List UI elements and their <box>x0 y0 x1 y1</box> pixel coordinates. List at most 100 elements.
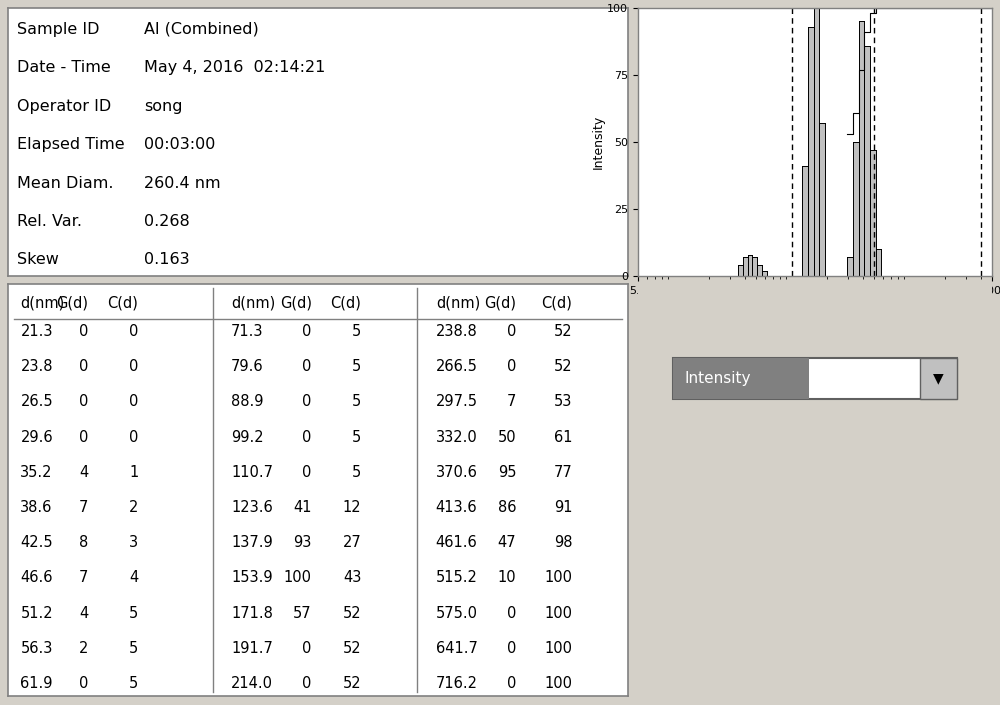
Text: 23.8: 23.8 <box>20 359 53 374</box>
Text: 0: 0 <box>79 359 89 374</box>
Text: 100: 100 <box>544 676 572 691</box>
Text: 171.8: 171.8 <box>231 606 273 620</box>
Text: 3: 3 <box>129 535 138 550</box>
Text: Mean Diam.: Mean Diam. <box>17 176 114 190</box>
Text: 238.8: 238.8 <box>436 324 478 339</box>
Text: 100: 100 <box>544 606 572 620</box>
Text: 27: 27 <box>343 535 361 550</box>
Text: 191.7: 191.7 <box>231 641 273 656</box>
Text: 2: 2 <box>79 641 89 656</box>
Text: 43: 43 <box>343 570 361 585</box>
Text: 0: 0 <box>507 359 516 374</box>
Text: 0: 0 <box>302 324 312 339</box>
Text: 77: 77 <box>553 465 572 480</box>
Y-axis label: Intensity: Intensity <box>592 115 604 169</box>
Text: 47: 47 <box>498 535 516 550</box>
Text: Al (Combined): Al (Combined) <box>144 22 259 37</box>
Text: G(d): G(d) <box>57 295 89 310</box>
Text: 4: 4 <box>129 570 138 585</box>
Text: 7: 7 <box>507 394 516 410</box>
Text: Intensity: Intensity <box>684 372 751 386</box>
Text: 52: 52 <box>554 324 572 339</box>
Text: 2: 2 <box>129 500 138 515</box>
Text: d(nm): d(nm) <box>231 295 275 310</box>
Text: G(d): G(d) <box>484 295 516 310</box>
Text: 53: 53 <box>554 394 572 410</box>
Text: Operator ID: Operator ID <box>17 99 112 114</box>
Text: 93: 93 <box>293 535 312 550</box>
Text: 0: 0 <box>129 324 138 339</box>
Text: d(nm): d(nm) <box>436 295 480 310</box>
Text: 0: 0 <box>507 324 516 339</box>
Text: Date - Time: Date - Time <box>17 61 111 75</box>
Text: 100: 100 <box>284 570 312 585</box>
Text: song: song <box>144 99 183 114</box>
Text: 88.9: 88.9 <box>231 394 264 410</box>
Text: 7: 7 <box>79 570 89 585</box>
Text: 91: 91 <box>554 500 572 515</box>
Text: 5: 5 <box>352 359 361 374</box>
Text: 100: 100 <box>544 641 572 656</box>
Text: 137.9: 137.9 <box>231 535 273 550</box>
Text: 716.2: 716.2 <box>436 676 478 691</box>
Text: 5: 5 <box>129 606 138 620</box>
Text: 0: 0 <box>302 394 312 410</box>
Text: Skew: Skew <box>17 252 59 267</box>
Text: 0: 0 <box>302 641 312 656</box>
Text: 0: 0 <box>302 429 312 445</box>
Text: 5: 5 <box>352 324 361 339</box>
Text: Sample ID: Sample ID <box>17 22 100 37</box>
Text: Rel. Var.: Rel. Var. <box>17 214 82 229</box>
Text: 21.3: 21.3 <box>20 324 53 339</box>
Text: 0: 0 <box>507 606 516 620</box>
Text: 461.6: 461.6 <box>436 535 478 550</box>
Text: 153.9: 153.9 <box>231 570 273 585</box>
Text: 52: 52 <box>343 606 361 620</box>
Text: 61: 61 <box>554 429 572 445</box>
Text: 0: 0 <box>507 641 516 656</box>
Text: 35.2: 35.2 <box>20 465 53 480</box>
Bar <box>673 358 809 399</box>
X-axis label: Diameter (nm): Diameter (nm) <box>769 298 861 312</box>
Text: C(d): C(d) <box>541 295 572 310</box>
Text: 5: 5 <box>352 465 361 480</box>
Text: 79.6: 79.6 <box>231 359 264 374</box>
Text: 0: 0 <box>302 676 312 691</box>
Text: 12: 12 <box>343 500 361 515</box>
Text: 00:03:00: 00:03:00 <box>144 137 216 152</box>
Text: 1: 1 <box>129 465 138 480</box>
Text: 52: 52 <box>343 676 361 691</box>
Text: 0: 0 <box>79 394 89 410</box>
Text: 0: 0 <box>302 359 312 374</box>
Text: 0: 0 <box>79 429 89 445</box>
Text: 10: 10 <box>498 570 516 585</box>
Text: 413.6: 413.6 <box>436 500 477 515</box>
Text: 52: 52 <box>343 641 361 656</box>
Text: 61.9: 61.9 <box>20 676 53 691</box>
Text: 98: 98 <box>554 535 572 550</box>
Text: 57: 57 <box>293 606 312 620</box>
Text: 52: 52 <box>554 359 572 374</box>
Text: 86: 86 <box>498 500 516 515</box>
Text: 4: 4 <box>79 606 89 620</box>
Text: ▼: ▼ <box>933 372 944 386</box>
Text: 56.3: 56.3 <box>20 641 53 656</box>
Text: 515.2: 515.2 <box>436 570 478 585</box>
Text: 0: 0 <box>129 429 138 445</box>
Text: 0.163: 0.163 <box>144 252 190 267</box>
Text: 71.3: 71.3 <box>231 324 264 339</box>
Text: 575.0: 575.0 <box>436 606 478 620</box>
Text: 99.2: 99.2 <box>231 429 264 445</box>
Text: 46.6: 46.6 <box>20 570 53 585</box>
Text: 110.7: 110.7 <box>231 465 273 480</box>
Text: C(d): C(d) <box>331 295 361 310</box>
Text: 7: 7 <box>79 500 89 515</box>
Text: 29.6: 29.6 <box>20 429 53 445</box>
Text: 50: 50 <box>498 429 516 445</box>
Text: 5: 5 <box>129 641 138 656</box>
Bar <box>673 358 957 399</box>
Text: 0: 0 <box>507 676 516 691</box>
Text: 38.6: 38.6 <box>20 500 53 515</box>
Text: 26.5: 26.5 <box>20 394 53 410</box>
Text: 297.5: 297.5 <box>436 394 478 410</box>
